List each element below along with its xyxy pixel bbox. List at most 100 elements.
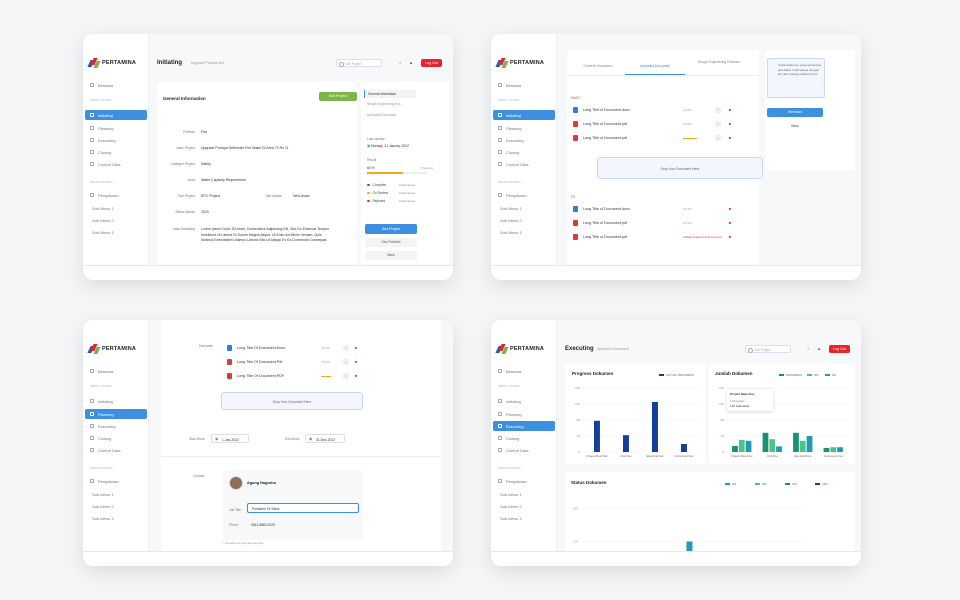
chart-bar[interactable]: [594, 420, 600, 452]
logout-button[interactable]: Log Out: [829, 345, 850, 353]
nav-sub-menu-1[interactable]: Sub Menu 1: [92, 491, 114, 497]
tab-rough-engineering[interactable]: Rough Engineering Est...: [367, 102, 403, 106]
list-item[interactable]: Long Title Of Document.PDF: [227, 371, 284, 381]
nav-sub-menu-1[interactable]: Sub Menu 1: [500, 205, 522, 211]
nav-initiating[interactable]: Initiating: [493, 396, 555, 406]
nav-executing[interactable]: Executing: [493, 421, 555, 431]
nav-sub-menu-1[interactable]: Sub Menu 1: [92, 205, 114, 211]
nav-planning[interactable]: Planning: [493, 409, 555, 419]
bell-icon[interactable]: ♪: [807, 346, 809, 351]
list-item[interactable]: Long Title of Document.docx: [573, 204, 630, 214]
chart-bar[interactable]: [738, 440, 745, 452]
bell-icon[interactable]: ♪: [399, 60, 401, 65]
nav-sub-menu-2[interactable]: Sub Menu 2: [500, 217, 522, 223]
delete-icon[interactable]: ■: [728, 107, 732, 112]
nav-beranda[interactable]: Beranda: [493, 366, 555, 376]
nav-initiating[interactable]: Initiating: [493, 110, 555, 120]
view-icon[interactable]: ○: [343, 359, 349, 365]
user-icon[interactable]: ▲: [817, 346, 821, 351]
chart-bar[interactable]: [769, 439, 776, 452]
chart-bar[interactable]: [745, 440, 752, 452]
chart-bar[interactable]: [823, 448, 830, 452]
view-icon[interactable]: ○: [343, 373, 349, 379]
nav-beranda[interactable]: Beranda: [85, 366, 147, 376]
tab-rough-engineering[interactable]: Rough Engineering Estimate: [698, 60, 740, 64]
delete-icon[interactable]: ■: [354, 345, 358, 350]
nav-control-data[interactable]: Control Data: [493, 159, 555, 169]
drop-zone[interactable]: Drop Your Document Here: [221, 392, 363, 410]
search-input[interactable]: Cari Project: [336, 59, 382, 67]
tab-uploaded-document[interactable]: Uploaded Document: [367, 113, 397, 117]
list-item[interactable]: Long Title Of Document.Docx: [227, 343, 285, 353]
list-item[interactable]: Long Title of Document.pdf: [573, 119, 627, 129]
chart-bar[interactable]: [793, 432, 799, 452]
nav-sub-menu-3[interactable]: Sub Menu 3: [92, 515, 114, 521]
nav-initiating[interactable]: Initiating: [85, 396, 147, 406]
view-icon[interactable]: ○: [715, 135, 721, 141]
delete-icon[interactable]: ■: [728, 234, 732, 239]
view-icon[interactable]: ○: [715, 121, 721, 127]
tab-general-info[interactable]: General Information: [364, 90, 416, 98]
nav-control-data[interactable]: Control Data: [85, 159, 147, 169]
nav-planning[interactable]: Planning: [85, 123, 147, 133]
list-item[interactable]: Long Title of Document.docx: [573, 105, 630, 115]
nav-beranda[interactable]: Beranda: [85, 80, 147, 90]
cancel-button[interactable]: Batal: [767, 122, 823, 131]
delete-icon[interactable]: ■: [354, 373, 358, 378]
nav-sub-menu-3[interactable]: Sub Menu 3: [500, 515, 522, 521]
nav-initiating[interactable]: Initiating: [85, 110, 147, 120]
user-icon[interactable]: ▲: [409, 60, 413, 65]
list-item[interactable]: Long Title Of Document.Pdf: [227, 357, 282, 367]
submit-button[interactable]: Kirimkan: [767, 108, 823, 117]
tab-uploaded-document[interactable]: Uploaded Document: [639, 64, 671, 68]
nav-executing[interactable]: Executing: [85, 135, 147, 145]
chart-bar[interactable]: [623, 435, 629, 452]
chart-bar[interactable]: [799, 440, 806, 452]
chart-bar[interactable]: [652, 402, 658, 452]
chart-bar[interactable]: [806, 436, 813, 452]
nav-sub-menu-3[interactable]: Sub Menu 3: [92, 229, 114, 235]
edit-project-button[interactable]: Edit Project: [319, 92, 357, 101]
list-item[interactable]: Long Title of Document.pdf: [573, 232, 627, 242]
view-icon[interactable]: ○: [715, 107, 721, 113]
nav-closing[interactable]: Closing: [85, 433, 147, 443]
chart-bar[interactable]: [732, 446, 738, 452]
chart-bar[interactable]: [681, 444, 687, 452]
view-icon[interactable]: ○: [343, 345, 349, 351]
chart-bar[interactable]: [830, 447, 837, 452]
nav-sub-menu-2[interactable]: Sub Menu 2: [92, 503, 114, 509]
chart-bar[interactable]: [686, 541, 693, 553]
see-portfolio-button[interactable]: See Portfolio: [365, 238, 417, 247]
nav-planning[interactable]: Planning: [493, 123, 555, 133]
chart-bar[interactable]: [762, 432, 769, 452]
job-title-input[interactable]: President Of Sales: [247, 503, 359, 513]
drop-zone[interactable]: Drop Your Document Here: [597, 157, 763, 179]
tab-general-info[interactable]: General Information: [583, 64, 613, 68]
start-date-input[interactable]: ▣ 1-Jan-2022: [211, 434, 249, 443]
nav-pengaturan[interactable]: Pengaturan: [493, 476, 555, 486]
delete-icon[interactable]: ■: [728, 206, 732, 211]
delete-icon[interactable]: ■: [728, 220, 732, 225]
nav-sub-menu-2[interactable]: Sub Menu 2: [92, 217, 114, 223]
nav-control-data[interactable]: Control Data: [85, 445, 147, 455]
nav-pengaturan[interactable]: Pengaturan: [85, 190, 147, 200]
nav-executing[interactable]: Executing: [85, 421, 147, 431]
logout-button[interactable]: Log Out: [421, 59, 442, 67]
delete-icon[interactable]: ■: [728, 135, 732, 140]
nav-pengaturan[interactable]: Pengaturan: [85, 476, 147, 486]
back-button[interactable]: Back: [365, 251, 417, 260]
list-item[interactable]: Long Title of Document.pdf: [573, 133, 627, 143]
nav-sub-menu-3[interactable]: Sub Menu 3: [500, 229, 522, 235]
nav-pengaturan[interactable]: Pengaturan: [493, 190, 555, 200]
chart-bar[interactable]: [837, 447, 843, 452]
nav-sub-menu-1[interactable]: Sub Menu 1: [500, 491, 522, 497]
nav-closing[interactable]: Closing: [493, 147, 555, 157]
nav-planning[interactable]: Planning: [85, 409, 147, 419]
add-project-button[interactable]: Add Project: [365, 224, 417, 234]
nav-control-data[interactable]: Control Data: [493, 445, 555, 455]
search-input[interactable]: Cari Project: [745, 345, 791, 353]
nav-executing[interactable]: Executing: [493, 135, 555, 145]
nav-sub-menu-2[interactable]: Sub Menu 2: [500, 503, 522, 509]
nav-closing[interactable]: Closing: [493, 433, 555, 443]
nav-closing[interactable]: Closing: [85, 147, 147, 157]
